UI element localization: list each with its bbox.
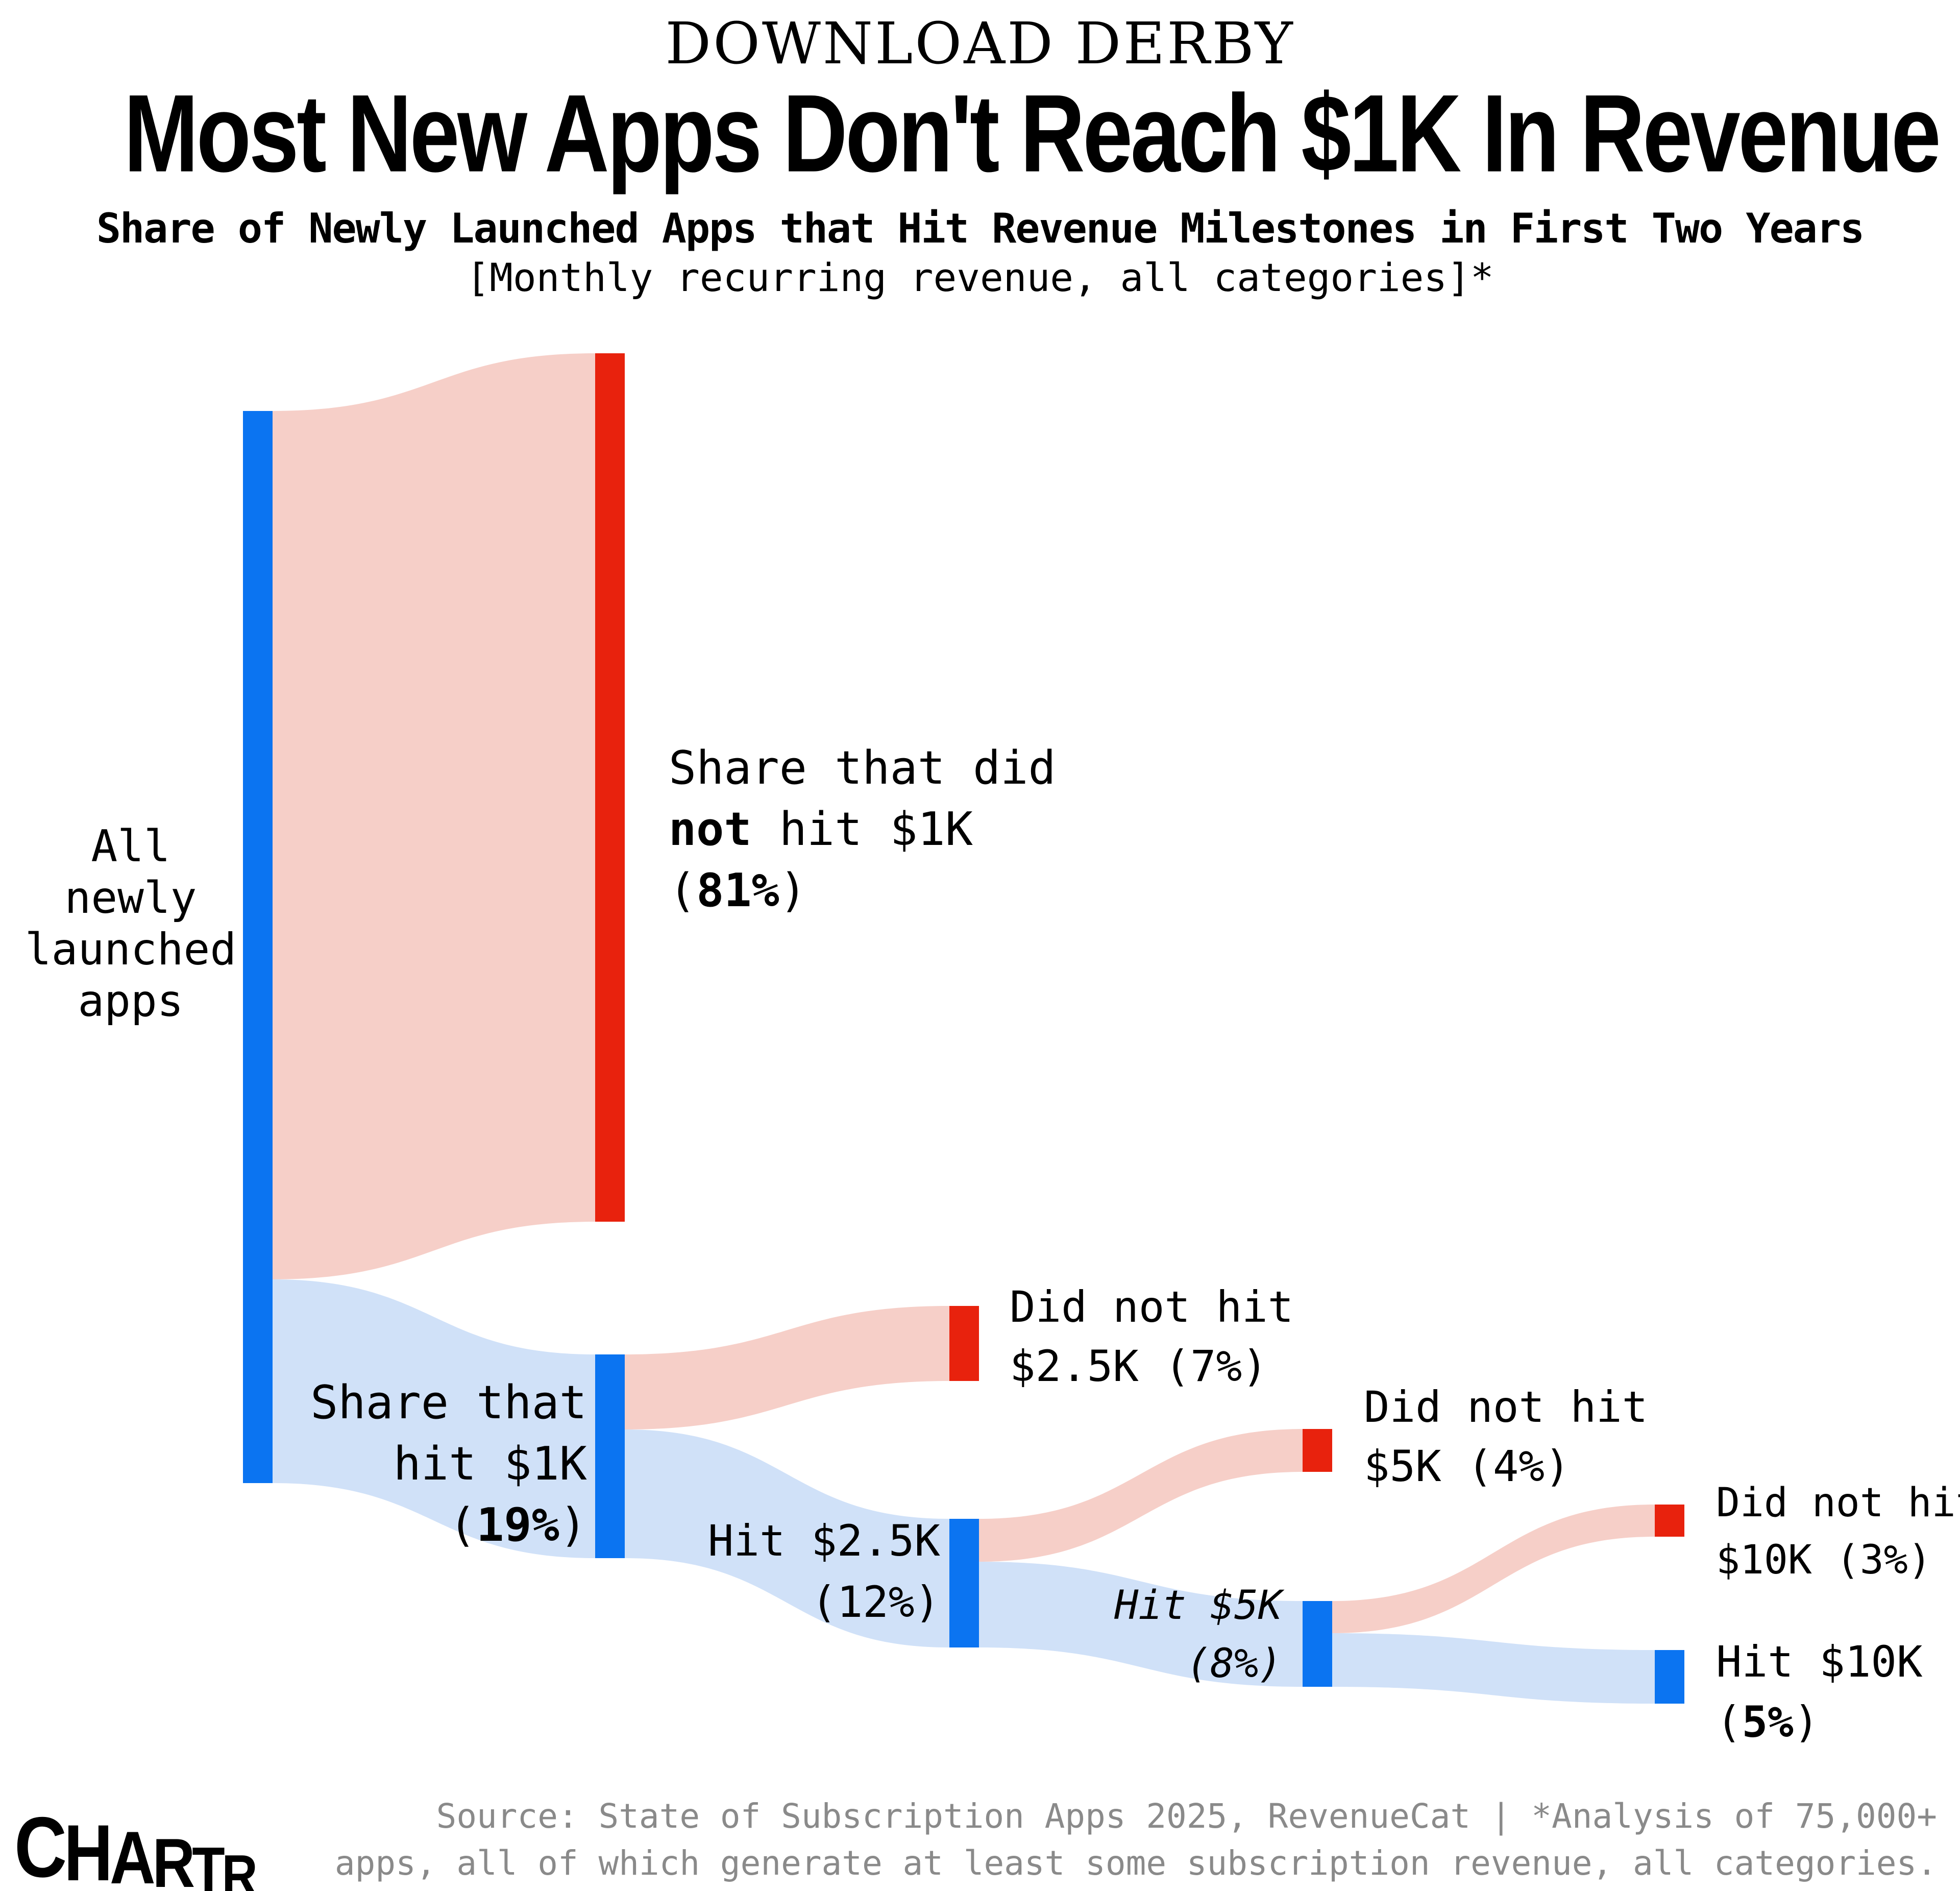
flow-hit2_5k-to-hit5k <box>979 1562 1303 1687</box>
subtitle: Share of Newly Launched Apps that Hit Re… <box>96 205 1865 252</box>
logo-letter-c-0: C <box>14 1799 67 1891</box>
label-hit-1k: Share that hit $1K (19%) <box>310 1376 587 1552</box>
source-note: Source: State of Subscription Apps 2025,… <box>335 1793 1937 1887</box>
node-hit1k <box>595 1354 625 1558</box>
logo-letter-t-4: T <box>192 1835 225 1891</box>
flow-hit5k-to-hit10k <box>1332 1633 1655 1704</box>
node-no1k <box>595 353 625 1222</box>
label-did-not-hit-5k: Did not hit $5K (4%) <box>1364 1382 1648 1491</box>
page-title: Most New Apps Don't Reach $1K In Revenue <box>0 70 1960 195</box>
label-did-not-hit-10k: Did not hit $10K (3%) <box>1716 1480 1960 1583</box>
source-line-1: Source: State of Subscription Apps 2025,… <box>436 1797 1937 1836</box>
node-no10k <box>1655 1505 1684 1537</box>
flow-all-to-no1k <box>273 353 595 1279</box>
node-hit2_5k <box>949 1519 979 1647</box>
flow-all-to-hit1k <box>273 1279 595 1558</box>
flow-hit1k-to-no2_5k <box>625 1306 949 1429</box>
label-hit-10k: Hit $10K (5%) <box>1716 1637 1923 1747</box>
flow-hit2_5k-to-no5k <box>979 1429 1303 1562</box>
logo-letter-r-5: R <box>222 1844 258 1891</box>
node-hit10k <box>1655 1650 1684 1704</box>
label-hit-5k: Hit $5K (8%) <box>1114 1583 1282 1687</box>
node-no5k <box>1303 1429 1332 1472</box>
label-hit-2-5k: Hit $2.5K (12%) <box>707 1516 940 1627</box>
kicker: DOWNLOAD DERBY <box>665 11 1295 77</box>
node-hit5k <box>1303 1601 1332 1687</box>
chartr-logo: CHARTR <box>14 1798 258 1891</box>
flow-hit1k-to-hit2_5k <box>625 1429 949 1647</box>
node-all <box>243 411 273 1483</box>
page-title-text: Most New Apps Don't Reach $1K In Revenue <box>124 72 1941 196</box>
subtitle-note: [Monthly recurring revenue, all categori… <box>466 255 1494 300</box>
source-line-2: apps, all of which generate at least som… <box>334 1844 1937 1883</box>
label-did-not-hit-1k: Share that did not hit $1K (81%) <box>669 741 1056 917</box>
label-all-apps: All newly launched apps <box>24 821 237 1027</box>
logo-letter-a-2: A <box>110 1816 156 1891</box>
flow-hit5k-to-no10k <box>1332 1505 1655 1633</box>
logo-letter-h-1: H <box>64 1809 113 1891</box>
node-no2_5k <box>949 1306 979 1381</box>
logo-letter-r-3: R <box>152 1824 195 1891</box>
label-did-not-hit-2-5k: Did not hit $2.5K (7%) <box>1010 1282 1294 1391</box>
